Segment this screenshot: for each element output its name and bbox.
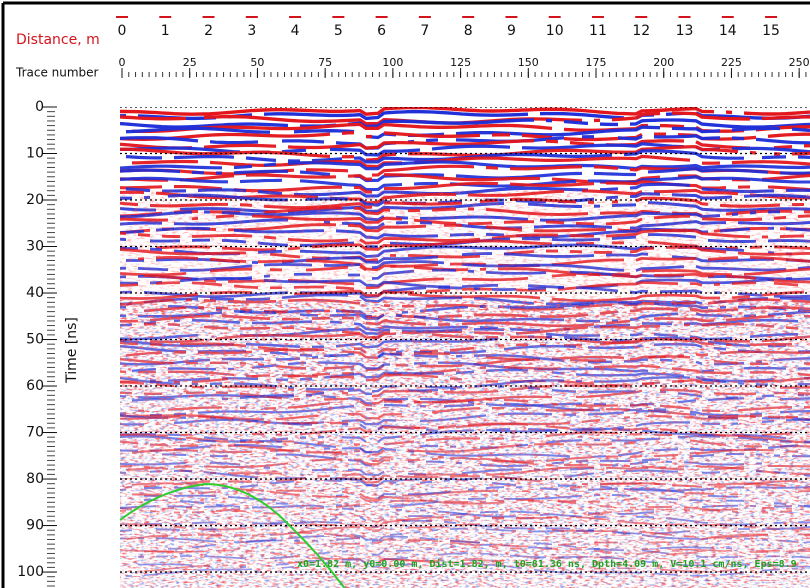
trace-tick-label: 50	[250, 56, 264, 69]
radargram-window: Distance, m Trace number Time [ns] x0=1.…	[0, 0, 810, 588]
distance-tick-label: 11	[589, 23, 607, 39]
distance-tick-label: 12	[632, 23, 650, 39]
time-tick-label: 60	[26, 378, 44, 394]
trace-tick-label: 100	[382, 56, 403, 69]
trace-tick-label: 125	[450, 56, 471, 69]
trace-tick-label: 250	[789, 56, 810, 69]
distance-tick-label: 0	[118, 23, 127, 39]
distance-tick-label: 4	[291, 23, 300, 39]
trace-axis-label: Trace number	[15, 66, 99, 80]
trace-tick-label: 225	[721, 56, 742, 69]
time-tick-label: 50	[26, 332, 44, 348]
distance-tick-label: 10	[546, 23, 564, 39]
distance-tick-label: 6	[377, 23, 386, 39]
trace-tick-label: 0	[119, 56, 126, 69]
time-tick-label: 80	[26, 471, 44, 487]
time-tick-label: 90	[26, 518, 44, 534]
trace-tick-label: 175	[586, 56, 607, 69]
trace-tick-label: 25	[183, 56, 197, 69]
time-tick-label: 20	[26, 192, 44, 208]
trace-tick-label: 75	[318, 56, 332, 69]
time-tick-label: 0	[35, 99, 44, 115]
distance-tick-label: 7	[420, 23, 429, 39]
time-tick-label: 70	[26, 425, 44, 441]
trace-tick-label: 200	[653, 56, 674, 69]
distance-axis-label: Distance, m	[16, 32, 100, 48]
time-tick-label: 100	[17, 564, 44, 580]
distance-tick-label: 8	[464, 23, 473, 39]
distance-tick-label: 2	[204, 23, 213, 39]
distance-tick-label: 15	[762, 23, 780, 39]
distance-tick-label: 13	[676, 23, 694, 39]
radargram-plot: x0=1.82 m, y0=0.00 m, Dist=1.82, m, t0=8…	[120, 107, 810, 588]
time-tick-label: 10	[26, 146, 44, 162]
distance-tick-label: 1	[161, 23, 170, 39]
time-tick-label: 30	[26, 239, 44, 255]
time-tick-label: 40	[26, 285, 44, 301]
distance-tick-label: 3	[247, 23, 256, 39]
trace-tick-label: 150	[518, 56, 539, 69]
distance-tick-label: 14	[719, 23, 737, 39]
noise-texture	[120, 300, 810, 588]
noise-texture	[120, 190, 810, 320]
distance-tick-label: 9	[507, 23, 516, 39]
hyperbola-annotation: x0=1.82 m, y0=0.00 m, Dist=1.82, m, t0=8…	[297, 558, 797, 570]
time-axis-label: Time [ns]	[64, 317, 80, 384]
distance-tick-label: 5	[334, 23, 343, 39]
